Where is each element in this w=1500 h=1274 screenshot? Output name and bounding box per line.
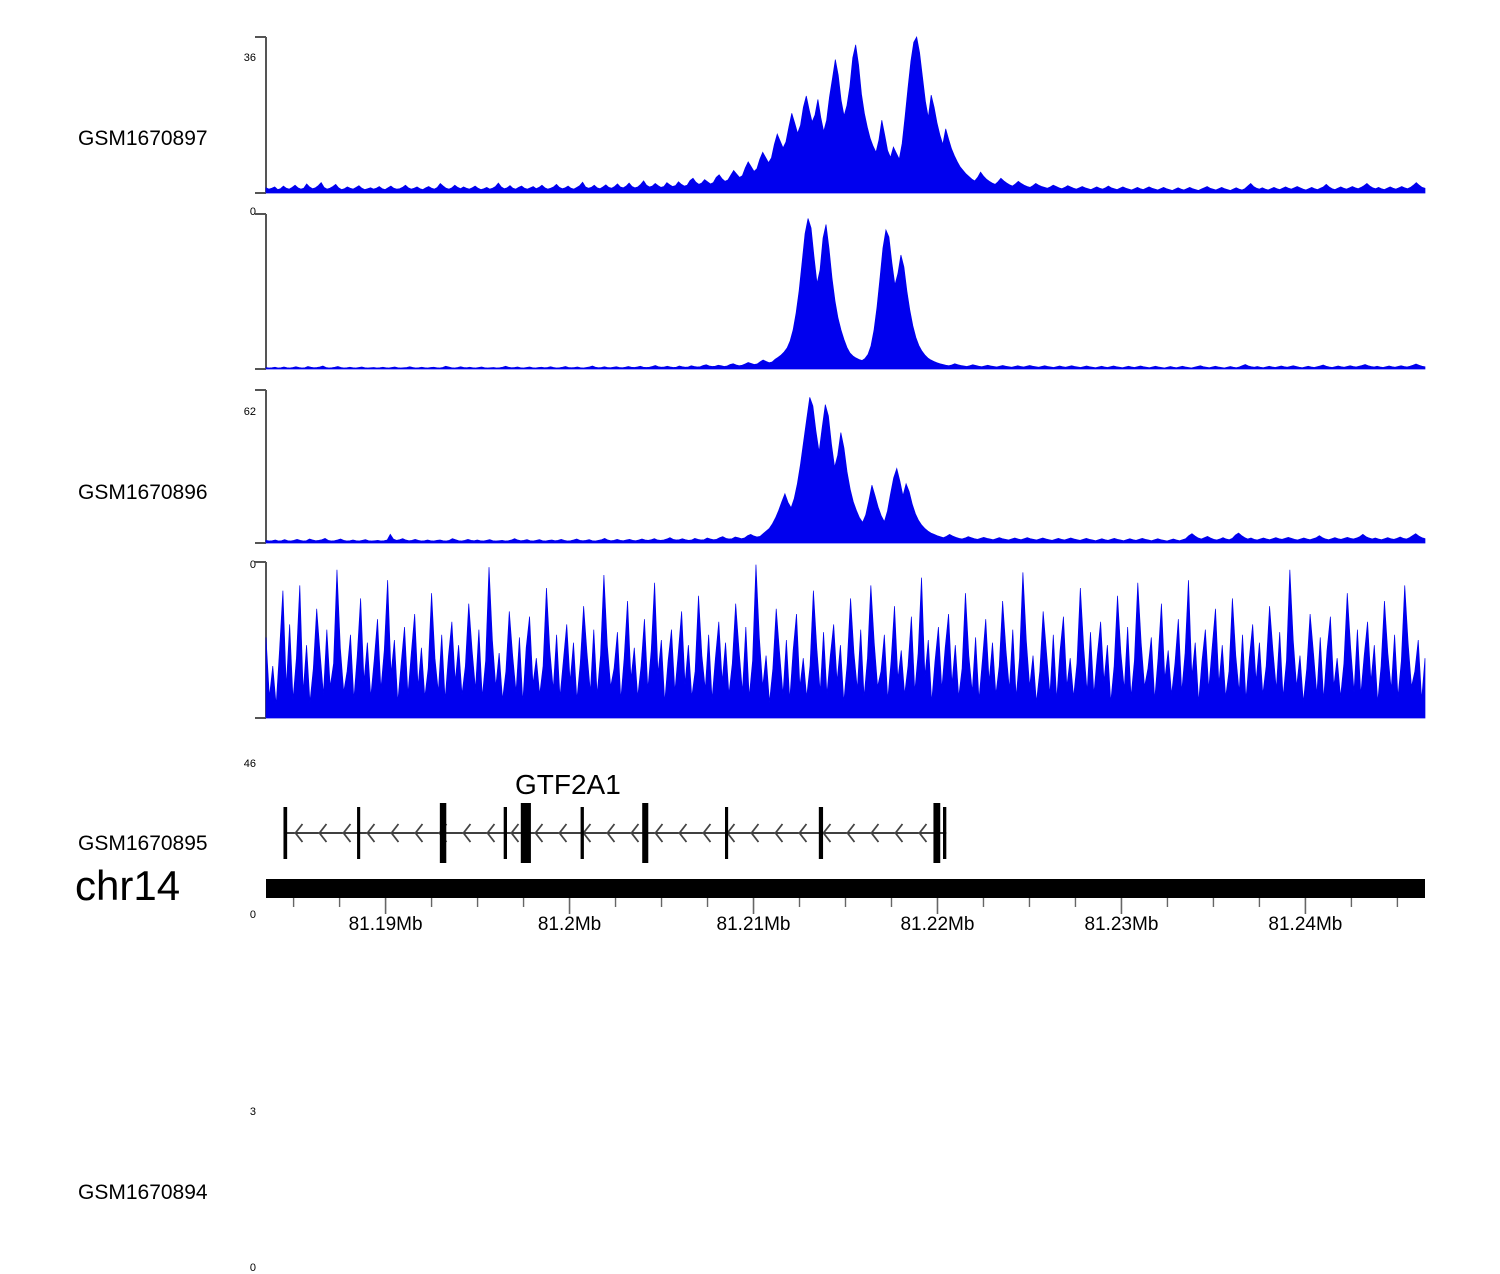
signal-track-gsm1670895[interactable]: 46 0 GSM1670895	[0, 379, 1500, 921]
strand-arrow-icon	[822, 823, 832, 843]
track-label-gsm1670895: GSM1670895	[78, 832, 208, 855]
signal-area-GSM1670897	[265, 35, 1426, 194]
strand-arrow-icon	[894, 823, 904, 843]
strand-arrow-icon	[510, 823, 520, 843]
track-axis-min-3: 0	[249, 1262, 256, 1274]
exon-block	[642, 803, 649, 863]
strand-arrow-icon	[798, 823, 808, 843]
strand-arrow-icon	[702, 823, 712, 843]
exon-block	[818, 807, 824, 859]
track-label-gsm1670897: GSM1670897	[78, 127, 208, 150]
strand-arrow-icon	[654, 823, 664, 843]
signal-area-GSM1670895	[265, 397, 1426, 544]
exon-block	[520, 803, 531, 863]
track-axis-min-1: 0	[249, 559, 256, 571]
strand-arrow-icon	[342, 823, 352, 843]
exon-block	[503, 807, 507, 859]
strand-arrow-icon	[414, 823, 424, 843]
track-axis-GSM1670895	[255, 389, 267, 544]
track-axis-min-2: 0	[249, 909, 256, 921]
axis-tick-label: 81.19Mb	[348, 914, 423, 935]
strand-arrow-icon	[630, 823, 640, 843]
axis-tick-label: 81.24Mb	[1268, 914, 1343, 935]
strand-arrow-icon	[846, 823, 856, 843]
strand-arrow-icon	[774, 823, 784, 843]
strand-arrow-icon	[366, 823, 376, 843]
track-axis-max-3: 3	[249, 1106, 256, 1118]
signal-track-gsm1670896[interactable]: 62 0 GSM1670896	[0, 203, 1500, 571]
axis-tick-label: 81.22Mb	[900, 914, 975, 935]
strand-arrow-icon	[918, 823, 928, 843]
browser-canvas	[255, 35, 1426, 914]
strand-arrow-icon	[318, 823, 328, 843]
signal-area-GSM1670896	[265, 218, 1426, 370]
track-axis-max-0: 36	[243, 52, 256, 64]
chromosome-bar	[266, 879, 1425, 898]
genome-browser: 36 0 GSM1670897 62 0 GSM1670896 46 0 GSM…	[0, 26, 1500, 1274]
exon-block	[933, 803, 941, 863]
exon-block	[943, 807, 947, 859]
strand-arrow-icon	[534, 823, 544, 843]
strand-arrow-icon	[558, 823, 568, 843]
signal-track-gsm1670897[interactable]: 36 0 GSM1670897	[0, 26, 1500, 218]
strand-arrow-icon	[606, 823, 616, 843]
track-label-gsm1670894: GSM1670894	[78, 1181, 208, 1204]
track-axis-GSM1670894	[255, 561, 267, 719]
strand-arrow-icon	[486, 823, 496, 843]
exon-block	[283, 807, 288, 859]
exon-block	[725, 807, 729, 859]
gene-name-label[interactable]: GTF2A1	[515, 769, 621, 800]
track-axis-GSM1670897	[255, 36, 267, 194]
track-label-gsm1670896: GSM1670896	[78, 481, 208, 504]
track-axis-GSM1670896	[255, 213, 267, 370]
strand-arrow-icon	[678, 823, 688, 843]
exon-block	[357, 807, 361, 859]
gene-model-GTF2A1[interactable]	[283, 803, 947, 863]
strand-arrow-icon	[462, 823, 472, 843]
track-axis-max-1: 62	[243, 406, 256, 418]
strand-arrow-icon	[870, 823, 880, 843]
exon-block	[439, 803, 447, 863]
axis-tick-label: 81.21Mb	[716, 914, 791, 935]
exon-block	[580, 807, 584, 859]
axis-tick-label: 81.2Mb	[537, 914, 602, 935]
strand-arrow-icon	[750, 823, 760, 843]
chromosome-label: chr14	[75, 862, 181, 909]
track-axis-min-0: 0	[249, 206, 256, 218]
strand-arrow-icon	[390, 823, 400, 843]
signal-area-GSM1670894	[265, 564, 1426, 719]
coordinate-axis	[292, 898, 1399, 914]
track-axis-max-2: 46	[243, 758, 256, 770]
axis-tick-label: 81.23Mb	[1084, 914, 1159, 935]
strand-arrow-icon	[294, 823, 304, 843]
